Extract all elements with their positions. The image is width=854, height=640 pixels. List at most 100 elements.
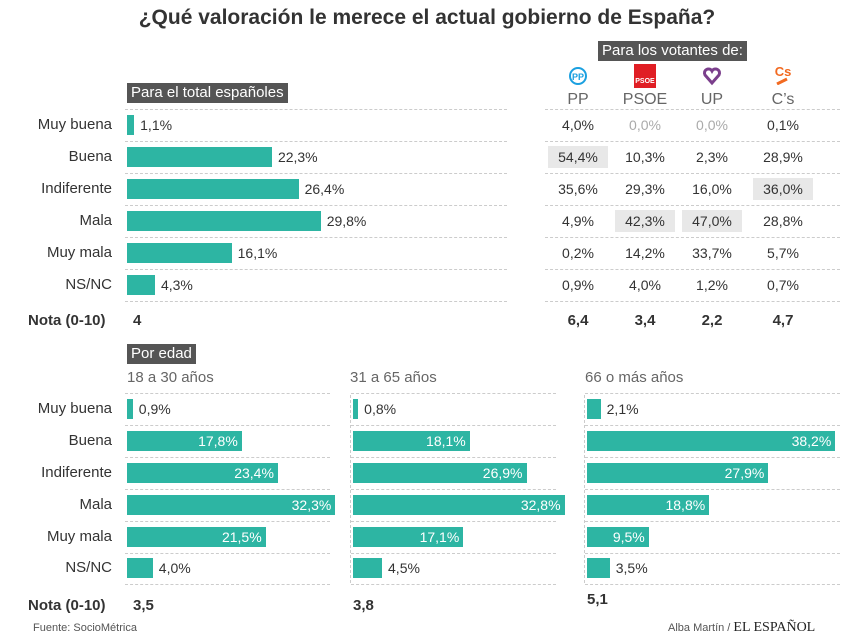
row-divider xyxy=(545,173,840,174)
up-heart-logo-icon xyxy=(703,67,721,86)
category-label: Muy buena xyxy=(37,400,112,417)
table-cell: 0,7% xyxy=(767,277,799,293)
bar-2-4 xyxy=(127,527,266,547)
row-divider xyxy=(351,584,556,585)
nota-18-30: 3,5 xyxy=(133,597,154,614)
bar-2-5 xyxy=(127,558,153,578)
bar-4-0 xyxy=(587,399,601,419)
bar-4-4 xyxy=(587,527,649,547)
age-title: 66 o más años xyxy=(585,369,684,386)
row-divider xyxy=(545,237,840,238)
row-divider xyxy=(351,553,556,554)
bar-0-1 xyxy=(127,147,272,167)
row-divider xyxy=(125,521,330,522)
value-label: 22,3% xyxy=(277,149,318,165)
row-divider xyxy=(125,141,507,142)
row-divider xyxy=(351,393,556,394)
row-divider xyxy=(125,237,507,238)
bar-4-5 xyxy=(587,558,610,578)
value-label: 9,5% xyxy=(612,529,645,545)
row-divider xyxy=(585,425,840,426)
nota-label-age: Nota (0-10) xyxy=(28,597,106,614)
table-cell: 14,2% xyxy=(625,245,665,261)
age-panel-title: Por edad xyxy=(127,344,196,364)
row-divider xyxy=(545,109,840,110)
value-label: 18,8% xyxy=(665,497,706,513)
table-cell: 0,0% xyxy=(629,117,661,133)
bar-4-3 xyxy=(587,495,710,515)
nota-party: 6,4 xyxy=(567,312,589,329)
row-divider xyxy=(585,393,840,394)
age-title: 18 a 30 años xyxy=(127,369,214,386)
category-label: Muy mala xyxy=(46,528,112,545)
nota-party: 3,4 xyxy=(634,312,656,329)
category-label: Buena xyxy=(68,432,112,449)
table-cell: 33,7% xyxy=(692,245,732,261)
nota-66-plus: 5,1 xyxy=(587,591,608,608)
value-label: 0,9% xyxy=(138,401,171,417)
row-divider xyxy=(125,393,330,394)
author: Alba Martín / xyxy=(668,622,731,634)
value-label: 23,4% xyxy=(234,465,274,481)
row-divider xyxy=(125,489,330,490)
table-cell: 0,0% xyxy=(696,117,728,133)
bar-2-3 xyxy=(127,495,336,515)
row-divider xyxy=(351,489,556,490)
table-cell: 0,2% xyxy=(562,245,594,261)
value-label: 1,1% xyxy=(140,117,173,133)
credit: Alba Martín / EL ESPAÑOL xyxy=(668,620,815,636)
value-label: 3,5% xyxy=(615,560,648,576)
row-divider xyxy=(351,457,556,458)
table-cell: 29,3% xyxy=(625,181,665,197)
bar-3-4 xyxy=(353,527,464,547)
category-label: Indiferente xyxy=(41,180,112,197)
row-divider xyxy=(585,521,840,522)
row-divider xyxy=(545,301,840,302)
party-name: PSOE xyxy=(622,91,668,108)
bar-2-1 xyxy=(127,431,242,451)
row-divider xyxy=(125,205,507,206)
category-label: Indiferente xyxy=(41,464,112,481)
nota-party: 4,7 xyxy=(772,312,794,329)
table-cell: 0,1% xyxy=(767,117,799,133)
bar-3-1 xyxy=(353,431,470,451)
value-label: 21,5% xyxy=(221,529,262,545)
value-label: 26,9% xyxy=(482,465,523,481)
row-divider xyxy=(125,109,507,110)
table-cell: 10,3% xyxy=(625,149,665,165)
nota-total: 4 xyxy=(133,312,142,329)
row-divider xyxy=(351,521,556,522)
value-label: 18,1% xyxy=(426,433,466,449)
panel-divider xyxy=(350,395,351,583)
bar-3-0 xyxy=(353,399,359,419)
value-label: 17,8% xyxy=(198,433,238,449)
bar-4-1 xyxy=(587,431,836,451)
age-title: 31 a 65 años xyxy=(350,369,437,386)
table-cell: 16,0% xyxy=(692,181,732,197)
row-divider xyxy=(125,425,330,426)
bar-0-4 xyxy=(127,243,232,263)
panel-divider xyxy=(584,395,585,583)
value-label: 27,9% xyxy=(724,465,765,481)
table-cell: 35,6% xyxy=(558,181,598,197)
table-cell: 5,7% xyxy=(767,245,799,261)
row-divider xyxy=(125,269,507,270)
chart-title: ¿Qué valoración le merece el actual gobi… xyxy=(138,6,716,29)
bar-2-2 xyxy=(127,463,278,483)
table-cell: 4,9% xyxy=(562,213,594,229)
value-label: 4,3% xyxy=(160,277,193,293)
row-divider xyxy=(545,205,840,206)
table-cell: 28,9% xyxy=(763,149,803,165)
party-name: PP xyxy=(567,91,589,108)
row-divider xyxy=(125,553,330,554)
source-name: SocioMétrica xyxy=(73,622,137,634)
bar-3-2 xyxy=(353,463,527,483)
bar-0-5 xyxy=(127,275,155,295)
table-cell: 36,0% xyxy=(753,178,813,200)
source-label: Fuente: xyxy=(33,622,71,634)
row-divider xyxy=(585,489,840,490)
row-divider xyxy=(125,457,330,458)
category-label: Buena xyxy=(68,148,112,165)
table-cell: 42,3% xyxy=(615,210,675,232)
category-label: NS/NC xyxy=(65,559,112,576)
